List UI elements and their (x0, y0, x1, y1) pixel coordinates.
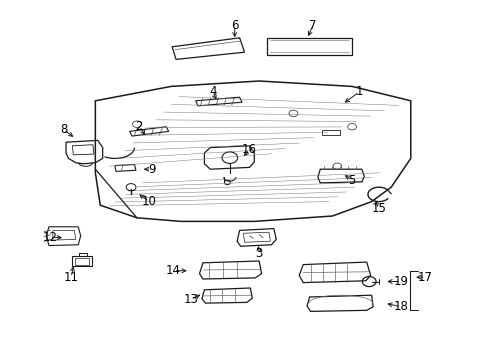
Text: 14: 14 (166, 264, 181, 277)
Text: 4: 4 (208, 85, 216, 98)
Text: 9: 9 (147, 163, 155, 176)
Text: 19: 19 (393, 275, 407, 288)
Text: 13: 13 (183, 293, 198, 306)
Text: 10: 10 (142, 195, 156, 208)
Text: 8: 8 (60, 123, 67, 136)
Text: 3: 3 (255, 247, 263, 260)
Text: 11: 11 (63, 271, 78, 284)
Text: 2: 2 (135, 120, 143, 132)
Text: 18: 18 (393, 300, 407, 313)
Text: 15: 15 (371, 202, 386, 215)
Text: 16: 16 (242, 143, 256, 156)
Text: 5: 5 (347, 174, 355, 186)
Text: 6: 6 (230, 19, 238, 32)
Text: 17: 17 (417, 271, 432, 284)
Text: 1: 1 (355, 85, 363, 98)
Text: 7: 7 (308, 19, 316, 32)
Text: 12: 12 (43, 231, 58, 244)
